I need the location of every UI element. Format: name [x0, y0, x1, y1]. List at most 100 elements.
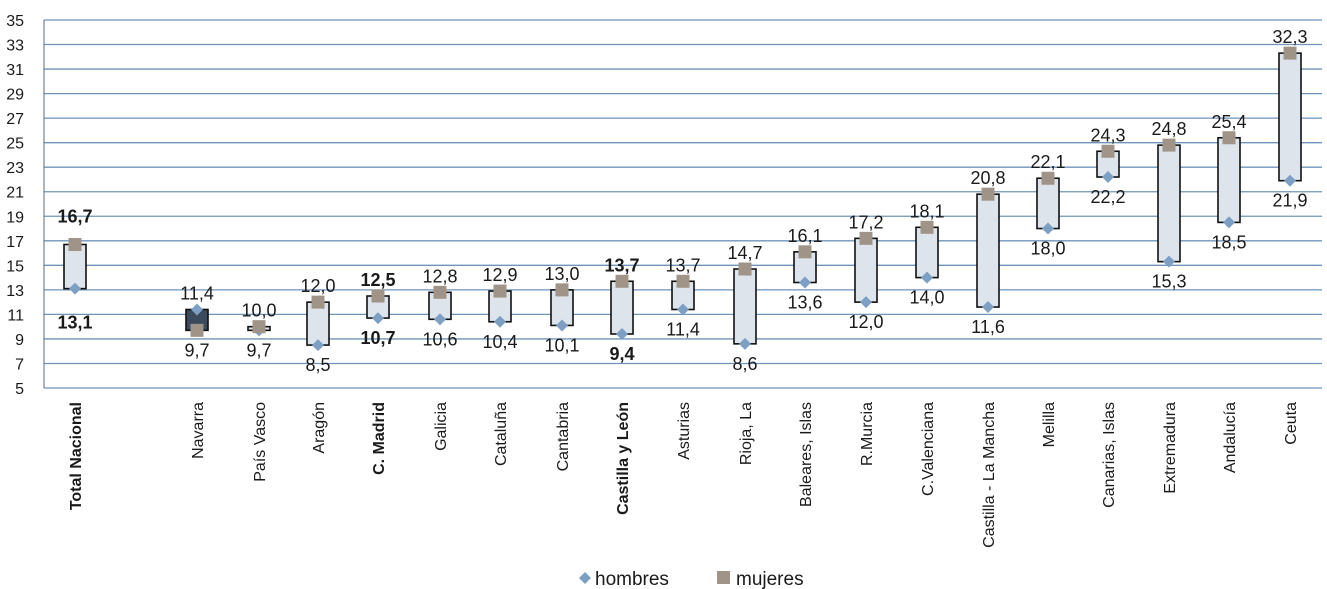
y-tick-label: 25 [6, 136, 24, 153]
y-tick-label: 33 [6, 38, 24, 55]
value-label-lower: 11,6 [971, 317, 1005, 337]
value-label-lower: 8,5 [305, 355, 330, 375]
value-label-upper: 16,1 [787, 226, 822, 246]
value-label-lower: 10,1 [544, 335, 579, 355]
hombres-marker [494, 315, 506, 328]
y-tick-label: 5 [15, 381, 24, 398]
value-label-upper: 10,0 [241, 301, 276, 321]
category-label: Navarra [190, 402, 207, 459]
category-label: Canarias, Islas [1101, 402, 1118, 508]
category-label: C.Valenciana [920, 402, 937, 496]
category-label: Aragón [311, 402, 328, 454]
value-label-lower: 10,4 [482, 332, 517, 352]
hombres-marker [921, 271, 933, 284]
y-tick-label: 31 [6, 62, 24, 79]
x-axis: Total Nacional Navarra País Vasco Aragón C. … [68, 402, 1300, 548]
value-label-lower: 21,9 [1272, 191, 1307, 211]
hombres-marker [69, 282, 81, 295]
y-tick-label: 15 [6, 258, 24, 275]
hombres-marker [1223, 216, 1235, 229]
y-tick-label: 29 [6, 87, 24, 104]
mujeres-marker [252, 320, 266, 334]
value-label-upper: 16,7 [57, 206, 92, 226]
y-tick-label: 11 [7, 307, 24, 324]
category-label: Rioja, La [738, 402, 755, 465]
mujeres-marker [493, 284, 507, 298]
mujeres-marker [555, 283, 569, 297]
value-label-upper: 20,8 [970, 168, 1005, 188]
category-label: Ceuta [1283, 402, 1300, 445]
category-label: R.Murcia [859, 402, 876, 466]
hombres-marker [1102, 171, 1114, 184]
mujeres-marker [190, 323, 204, 337]
mujeres-marker [433, 285, 447, 299]
legend: hombres mujeres [579, 569, 804, 589]
mujeres-marker [1283, 46, 1297, 60]
mujeres-marker [981, 187, 995, 201]
value-label-lower: 14,0 [909, 288, 944, 308]
mujeres-marker [68, 237, 82, 251]
hombres-marker [556, 319, 568, 332]
value-label-upper: 24,3 [1090, 125, 1125, 145]
value-label-lower: 9,4 [609, 344, 634, 364]
mujeres-marker [311, 295, 325, 309]
mujeres-marker [371, 289, 385, 303]
y-axis: 5 7 9 11 13 15 17 19 21 23 25 27 29 31 33 35 [6, 13, 45, 398]
value-label-upper: 24,8 [1151, 119, 1186, 139]
value-label-upper: 32,3 [1272, 27, 1307, 47]
value-label-lower: 10,7 [360, 328, 395, 348]
legend-hombres-marker [579, 572, 591, 584]
category-label: Total Nacional [68, 402, 85, 510]
hombres-marker [860, 296, 872, 309]
category-label: Baleares, Islas [798, 402, 815, 507]
mujeres-marker [676, 274, 690, 288]
y-tick-label: 19 [6, 209, 24, 226]
value-label-upper: 12,0 [300, 276, 335, 296]
y-tick-label: 7 [15, 356, 24, 373]
y-tick-label: 27 [6, 111, 24, 128]
hombres-marker [191, 303, 203, 316]
hombres-marker [1163, 255, 1175, 268]
mujeres-marker [1222, 131, 1236, 145]
value-label-lower: 9,7 [184, 340, 209, 360]
hombres-marker [372, 312, 384, 325]
hombres-marker [1042, 222, 1054, 235]
hombres-marker [434, 313, 446, 326]
value-label-lower: 18,5 [1211, 232, 1246, 252]
category-label: Extremadura [1162, 402, 1179, 494]
mujeres-marker [738, 262, 752, 276]
hombres-marker [312, 339, 324, 352]
hombres-marker [677, 303, 689, 316]
y-tick-label: 17 [6, 234, 24, 251]
mujeres-marker [1041, 171, 1055, 185]
value-label-upper: 12,9 [482, 265, 517, 285]
value-label-lower: 18,0 [1030, 239, 1065, 259]
value-label-upper: 12,8 [422, 266, 457, 286]
value-label-upper: 12,5 [360, 270, 395, 290]
y-tick-label: 35 [6, 13, 24, 30]
mujeres-marker [615, 274, 629, 288]
value-label-lower: 12,0 [848, 312, 883, 332]
value-label-upper: 13,7 [604, 255, 639, 275]
y-tick-label: 13 [6, 283, 24, 300]
hombres-marker [982, 301, 994, 314]
y-tick-label: 23 [6, 160, 24, 177]
value-label-upper: 25,4 [1211, 112, 1246, 132]
range-box [915, 226, 939, 279]
value-label-lower: 15,3 [1151, 272, 1186, 292]
value-label-upper: 13,0 [544, 264, 579, 284]
mujeres-marker [798, 245, 812, 259]
legend-hombres-label: hombres [595, 569, 669, 589]
value-label-lower: 11,4 [666, 319, 700, 339]
category-label: Castilla - La Mancha [981, 402, 998, 548]
value-labels: 16,7 13,1 11,4 9,7 10,0 9,7 12,0 8,5 12,5 10,7 12,… [57, 27, 1307, 375]
hombres-marker [1284, 174, 1296, 187]
mujeres-marker [1162, 138, 1176, 152]
y-tick-label: 21 [6, 185, 24, 202]
value-label-lower: 9,7 [246, 340, 271, 360]
value-label-lower: 13,1 [57, 313, 92, 333]
range-box [1278, 52, 1302, 182]
value-label-upper: 17,2 [848, 212, 883, 232]
category-label: Melilla [1041, 402, 1058, 447]
